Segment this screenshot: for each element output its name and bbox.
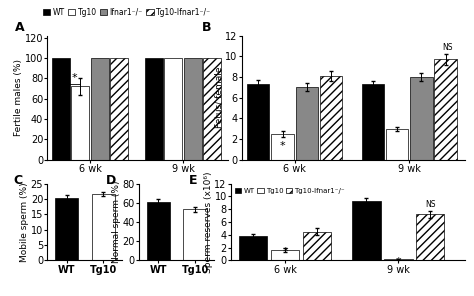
Text: A: A	[15, 21, 25, 34]
Bar	[91, 58, 109, 160]
Bar	[164, 58, 182, 160]
Text: *: *	[72, 73, 77, 83]
Y-axis label: Mobile sperm (%): Mobile sperm (%)	[20, 182, 29, 262]
Bar	[145, 58, 163, 160]
Bar	[271, 250, 300, 260]
Legend: WT, Tg10, Tg10-Ifnar1⁻/⁻: WT, Tg10, Tg10-Ifnar1⁻/⁻	[235, 187, 346, 194]
Legend: WT, Tg10, Ifnar1⁻/⁻, Tg10-Ifnar1⁻/⁻: WT, Tg10, Ifnar1⁻/⁻, Tg10-Ifnar1⁻/⁻	[42, 7, 212, 17]
Text: *: *	[280, 141, 285, 151]
Y-axis label: Fertile males (%): Fertile males (%)	[14, 59, 23, 136]
Bar	[91, 194, 115, 260]
Text: C: C	[14, 174, 23, 187]
Text: *: *	[395, 257, 401, 267]
Y-axis label: Fetus/ female: Fetus/ female	[215, 67, 224, 128]
Bar	[72, 86, 89, 160]
Bar	[272, 134, 293, 160]
Text: *: *	[368, 114, 374, 123]
Bar	[110, 58, 128, 160]
Bar	[410, 77, 433, 160]
Text: D: D	[105, 174, 116, 187]
Bar	[183, 210, 207, 260]
Bar	[203, 58, 221, 160]
Bar	[247, 84, 270, 160]
Bar	[295, 87, 318, 160]
Bar	[319, 76, 342, 160]
Bar	[52, 58, 70, 160]
Bar	[352, 201, 381, 260]
Text: *: *	[282, 247, 288, 257]
Text: NS: NS	[425, 200, 435, 209]
Bar	[302, 231, 331, 260]
Bar	[435, 59, 456, 160]
Text: NS: NS	[443, 43, 453, 52]
Text: B: B	[201, 21, 211, 34]
Text: E: E	[189, 174, 197, 187]
Bar	[55, 198, 78, 260]
Bar	[184, 58, 201, 160]
Bar	[146, 202, 170, 260]
Bar	[416, 214, 445, 260]
Bar	[384, 259, 412, 260]
Y-axis label: Sperm reserves (x10⁶): Sperm reserves (x10⁶)	[204, 171, 213, 273]
Y-axis label: Normal sperm (%): Normal sperm (%)	[112, 181, 121, 263]
Bar	[239, 236, 267, 260]
Bar	[362, 84, 384, 160]
Bar	[386, 129, 409, 160]
